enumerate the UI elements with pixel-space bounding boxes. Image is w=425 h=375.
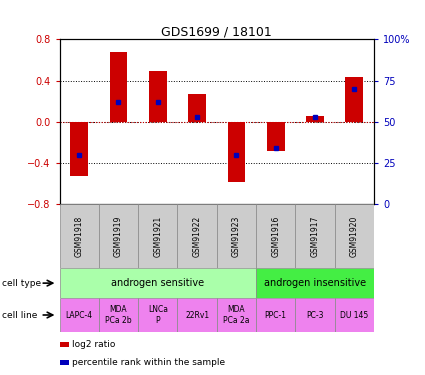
Bar (295, 204, 335, 268)
Bar (335, 204, 374, 268)
Bar (60, 204, 99, 268)
Bar (188, 94, 206, 122)
Bar (178, 204, 217, 268)
Bar (256, 268, 374, 298)
Bar (256, 298, 295, 332)
Text: GSM91919: GSM91919 (114, 216, 123, 257)
Text: cell type: cell type (2, 279, 41, 288)
Text: log2 ratio: log2 ratio (72, 340, 116, 349)
Bar (227, 122, 245, 182)
Text: GSM91921: GSM91921 (153, 216, 162, 257)
Text: cell line: cell line (2, 310, 37, 320)
Text: GSM91922: GSM91922 (193, 216, 201, 257)
Bar (346, 76, 363, 122)
Bar (217, 204, 256, 268)
Text: GSM91923: GSM91923 (232, 216, 241, 257)
Text: MDA
PCa 2a: MDA PCa 2a (223, 305, 249, 325)
Bar (70, 122, 88, 176)
Bar (110, 52, 128, 122)
Bar (60, 360, 69, 365)
Text: GSM91920: GSM91920 (350, 216, 359, 257)
Bar (295, 298, 335, 332)
Bar (335, 298, 374, 332)
Bar (99, 298, 138, 332)
Text: androgen sensitive: androgen sensitive (111, 278, 204, 288)
Text: GSM91917: GSM91917 (311, 216, 320, 257)
Bar (256, 204, 295, 268)
Text: androgen insensitive: androgen insensitive (264, 278, 366, 288)
Text: LNCa
P: LNCa P (148, 305, 168, 325)
Bar (99, 204, 138, 268)
Text: PPC-1: PPC-1 (265, 310, 287, 320)
Bar (60, 342, 69, 346)
Bar (138, 204, 178, 268)
Bar (267, 122, 285, 151)
Bar (178, 298, 217, 332)
Text: percentile rank within the sample: percentile rank within the sample (72, 358, 225, 367)
Bar (60, 268, 256, 298)
Bar (60, 298, 99, 332)
Text: 22Rv1: 22Rv1 (185, 310, 209, 320)
Text: PC-3: PC-3 (306, 310, 324, 320)
Title: GDS1699 / 18101: GDS1699 / 18101 (162, 25, 272, 38)
Bar (306, 116, 324, 122)
Text: GSM91918: GSM91918 (75, 216, 84, 257)
Bar (217, 298, 256, 332)
Text: DU 145: DU 145 (340, 310, 368, 320)
Bar (149, 71, 167, 122)
Text: MDA
PCa 2b: MDA PCa 2b (105, 305, 132, 325)
Text: LAPC-4: LAPC-4 (65, 310, 93, 320)
Bar (138, 298, 178, 332)
Text: GSM91916: GSM91916 (271, 216, 280, 257)
